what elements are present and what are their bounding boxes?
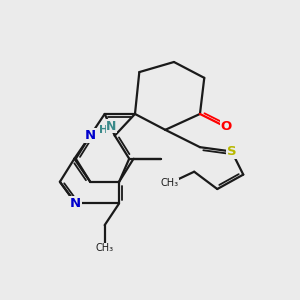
Text: CH₃: CH₃ (96, 243, 114, 253)
Text: N: N (70, 197, 81, 210)
Text: N: N (106, 120, 116, 133)
Text: S: S (227, 145, 236, 158)
Text: O: O (220, 121, 232, 134)
Text: CH₃: CH₃ (160, 178, 179, 188)
Text: N: N (85, 129, 96, 142)
Text: H: H (99, 125, 108, 135)
